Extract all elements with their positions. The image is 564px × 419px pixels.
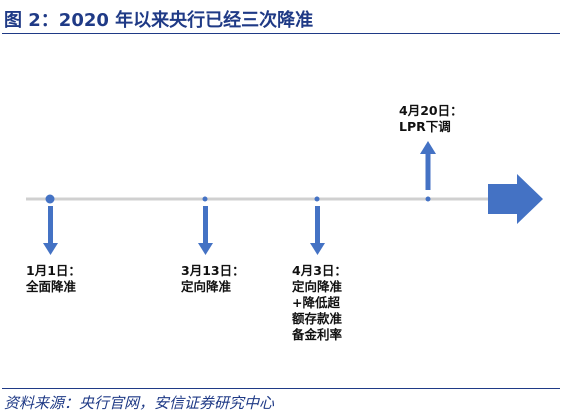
- event-1-arrow-shaft: [48, 206, 53, 244]
- event-3-dot: [314, 196, 320, 202]
- event-4-date: 4月20日：: [399, 103, 463, 118]
- event-4-arrow-shaft: [425, 153, 431, 190]
- event-3-line-3: 额存款准: [292, 311, 343, 326]
- title-rule: [2, 33, 560, 34]
- source-rule: [2, 388, 560, 389]
- event-2-arrow-shaft: [203, 206, 208, 244]
- event-2-date: 3月13日：: [181, 263, 245, 278]
- timeline-arrow-head: [488, 174, 543, 224]
- event-2-label: 3月13日： 定向降准: [181, 263, 245, 295]
- source-note: 资料来源：央行官网，安信证券研究中心: [4, 394, 275, 412]
- event-2-arrow-head: [198, 243, 213, 255]
- event-2-dot: [202, 196, 208, 202]
- event-3-arrow-shaft: [315, 206, 320, 244]
- event-3-line-1: 定向降准: [292, 279, 343, 294]
- event-3-line-4: 备金利率: [292, 327, 343, 342]
- event-4-label: 4月20日： LPR下调: [399, 103, 463, 135]
- figure-title: 图 2：2020 年以来央行已经三次降准: [4, 10, 314, 31]
- event-3-label: 4月3日： 定向降准 +降低超 额存款准 备金利率: [292, 263, 347, 343]
- event-1-date: 1月1日：: [26, 263, 81, 278]
- event-1-label: 1月1日： 全面降准: [26, 263, 81, 295]
- event-1-dot: [45, 194, 55, 204]
- event-1-line-1: 全面降准: [26, 279, 77, 294]
- event-3-arrow-head: [310, 243, 325, 255]
- event-3-line-2: +降低超: [292, 295, 340, 310]
- event-3-date: 4月3日：: [292, 263, 347, 278]
- event-2-line-1: 定向降准: [181, 279, 232, 294]
- event-4-line-1: LPR下调: [399, 119, 451, 134]
- event-4-dot: [425, 196, 431, 202]
- event-1-arrow-head: [43, 243, 58, 255]
- event-4-arrow-head: [420, 141, 436, 154]
